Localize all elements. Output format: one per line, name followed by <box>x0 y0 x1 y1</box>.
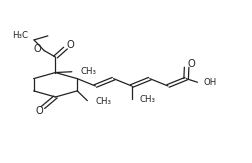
Text: CH₃: CH₃ <box>80 67 96 76</box>
Text: O: O <box>36 106 43 116</box>
Text: CH₃: CH₃ <box>96 97 111 106</box>
Text: OH: OH <box>203 78 216 87</box>
Text: O: O <box>67 40 75 50</box>
Text: CH₃: CH₃ <box>140 95 156 104</box>
Text: H₃C: H₃C <box>12 31 28 40</box>
Text: O: O <box>187 59 195 69</box>
Text: O: O <box>33 44 41 54</box>
